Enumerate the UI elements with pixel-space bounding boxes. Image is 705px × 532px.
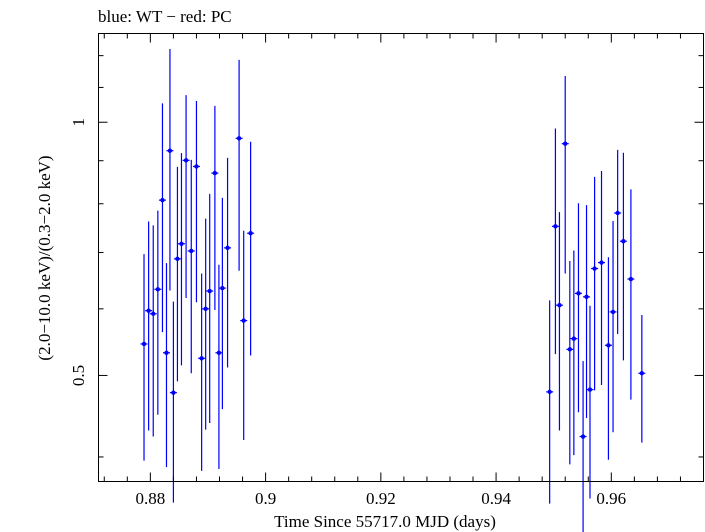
data-point xyxy=(621,239,626,244)
data-point xyxy=(584,294,589,300)
data-point xyxy=(212,170,218,176)
data-point xyxy=(207,288,212,294)
series-layer xyxy=(140,49,646,532)
data-point xyxy=(592,266,597,271)
axes-layer: 0.88 0.9 0.92 0.94 0.96 0.5 1 xyxy=(69,33,704,508)
data-point xyxy=(576,291,581,296)
data-point xyxy=(571,336,577,341)
data-point xyxy=(241,318,246,323)
data-point xyxy=(225,245,230,251)
y-tick-label: 0.5 xyxy=(69,365,88,386)
data-point xyxy=(167,148,173,153)
x-tick-label: 0.92 xyxy=(366,489,396,508)
chart-title: blue: WT − red: PC xyxy=(98,7,232,26)
series-1 xyxy=(546,75,646,532)
data-point xyxy=(216,350,222,355)
data-point xyxy=(189,248,194,254)
data-point xyxy=(220,285,225,291)
data-point xyxy=(615,210,620,216)
data-point xyxy=(580,434,586,439)
data-point xyxy=(146,308,151,313)
plot-frame xyxy=(98,33,704,482)
x-tick-label: 0.88 xyxy=(135,489,165,508)
data-point xyxy=(639,371,645,376)
data-point xyxy=(164,350,169,355)
data-point xyxy=(610,309,616,315)
x-tick-label: 0.94 xyxy=(481,489,511,508)
data-point xyxy=(203,306,208,312)
data-point xyxy=(183,158,189,163)
data-point xyxy=(194,164,199,169)
data-point xyxy=(155,287,161,292)
data-point xyxy=(141,341,147,347)
data-point xyxy=(171,390,176,395)
data-point xyxy=(179,241,184,246)
data-point xyxy=(199,356,204,361)
data-point xyxy=(160,197,165,203)
x-axis-label: Time Since 55717.0 MJD (days) xyxy=(274,512,496,531)
data-point xyxy=(563,141,568,146)
data-point xyxy=(553,224,558,229)
data-point xyxy=(151,311,156,316)
data-point xyxy=(628,276,634,282)
data-point xyxy=(606,343,611,348)
x-tick-label: 0.96 xyxy=(596,489,626,508)
data-point xyxy=(248,231,253,236)
data-point xyxy=(567,347,573,352)
y-tick-label: 1 xyxy=(69,118,88,127)
x-tick-label: 0.9 xyxy=(255,489,276,508)
data-point xyxy=(175,256,180,262)
series-0 xyxy=(140,49,255,503)
data-point xyxy=(557,303,562,308)
y-axis-label: (2.0−10.0 keV)/(0.3−2.0 keV) xyxy=(35,155,54,360)
data-point xyxy=(599,260,604,265)
data-point xyxy=(547,389,552,395)
data-point xyxy=(236,136,242,141)
data-point xyxy=(587,387,593,392)
